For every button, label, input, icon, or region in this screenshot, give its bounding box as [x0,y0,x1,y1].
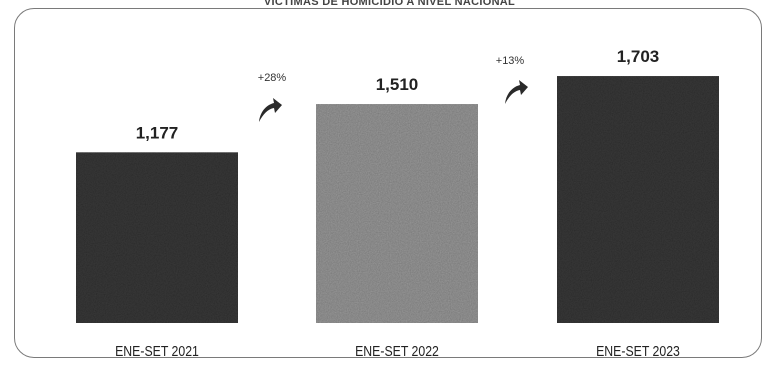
category-label-1: ENE-SET 2021 [115,343,199,359]
growth-label-1: +28% [258,72,287,84]
curved-up-arrow-icon [259,98,282,122]
curved-up-arrow-icon [505,80,528,104]
bar-2 [316,104,478,323]
bar-3 [557,76,719,323]
chart-frame [14,8,762,358]
value-label-1: 1,177 [136,123,179,142]
growth-label-2: +13% [496,55,525,67]
bar-1 [76,152,238,323]
category-label-3: ENE-SET 2023 [596,343,680,359]
value-label-2: 1,510 [376,75,419,94]
chart-title: VICTIMAS DE HOMICIDIO A NIVEL NACIONAL [263,0,516,8]
value-label-3: 1,703 [617,47,660,66]
category-label-2: ENE-SET 2022 [355,343,439,359]
